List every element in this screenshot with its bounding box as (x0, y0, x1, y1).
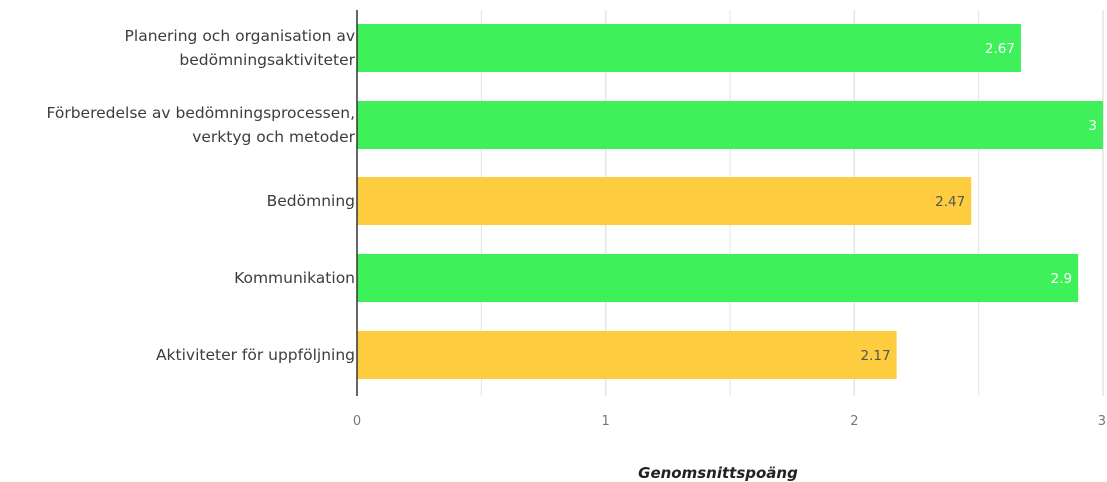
bar (357, 177, 972, 225)
bar (357, 101, 1103, 149)
x-tick-label: 0 (353, 414, 361, 429)
category-label: Aktiviteter för uppföljning (156, 346, 355, 364)
bar (357, 254, 1079, 302)
bars (357, 24, 1103, 379)
labels: 2.67 3 2.47 2.9 2.17 Planering och organisati… (47, 27, 1107, 429)
bar-value-label: 2.67 (985, 41, 1015, 57)
bar-value-label: 2.9 (1051, 271, 1072, 287)
category-label: Bedömning (267, 192, 355, 210)
x-tick-label: 2 (850, 414, 858, 429)
category-label: Kommunikation (234, 269, 355, 287)
x-axis-title: Genomsnittspoäng (638, 464, 798, 482)
category-label: Planering och organisation av bedömningsa… (125, 27, 356, 69)
x-tick-label: 1 (602, 414, 610, 429)
x-tick-label: 3 (1098, 414, 1106, 429)
bar-value-label: 3 (1088, 118, 1097, 134)
bar-value-label: 2.47 (935, 194, 965, 210)
category-label: Förberedelse av bedömningsprocessen, verk… (47, 104, 356, 146)
bar-value-label: 2.17 (861, 348, 891, 364)
bar (357, 331, 897, 379)
bar (357, 24, 1021, 72)
